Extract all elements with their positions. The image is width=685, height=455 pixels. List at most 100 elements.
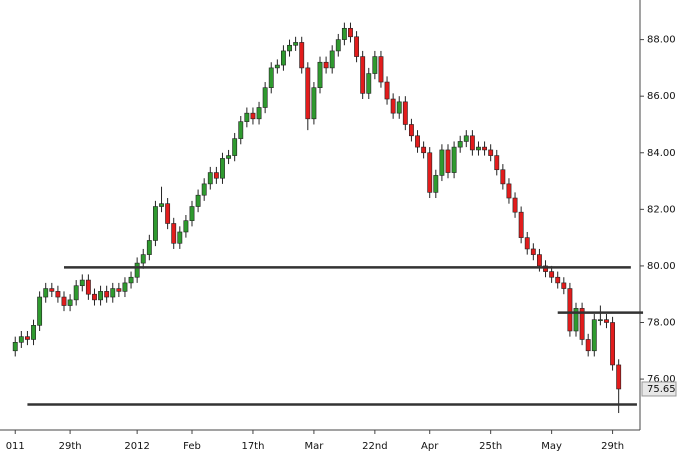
candle-body: [543, 265, 548, 272]
candle-body: [390, 98, 396, 114]
candle-body: [12, 342, 18, 352]
y-tick-label: 76.00: [647, 374, 676, 385]
candle-body: [445, 149, 451, 173]
candle-body: [220, 158, 225, 179]
candle-body: [579, 308, 585, 340]
candle-body: [396, 101, 402, 114]
y-tick-label: 78.00: [647, 318, 676, 329]
candle-body: [61, 296, 67, 306]
candle-body: [110, 288, 116, 298]
candle-body: [469, 135, 475, 151]
candle-body: [597, 319, 603, 321]
x-tick-label: 22nd: [362, 441, 387, 452]
candle-body: [610, 322, 616, 366]
candle-body: [128, 276, 134, 284]
y-tick-label: 82.00: [647, 204, 676, 215]
candle-body: [152, 206, 158, 241]
candle-body: [256, 107, 262, 120]
candle-body: [24, 336, 30, 340]
candle-body: [232, 138, 238, 156]
candle-body: [524, 237, 530, 250]
candle-body: [567, 288, 573, 332]
x-tick-label: May: [541, 441, 562, 452]
candle-body: [49, 288, 55, 292]
candle-body: [433, 175, 439, 193]
candle-body: [488, 149, 494, 156]
x-tick-label: 25th: [479, 441, 502, 452]
candle-body: [366, 73, 372, 94]
candle-body: [85, 279, 91, 295]
candle-body: [372, 56, 378, 74]
x-tick-label: Feb: [183, 441, 201, 452]
candle-body: [122, 282, 128, 292]
candle-body: [201, 183, 207, 196]
candle-body: [604, 319, 609, 323]
x-tick-label: 29th: [601, 441, 624, 452]
candle-body: [427, 152, 433, 193]
candle-body: [274, 64, 280, 69]
candle-body: [159, 203, 164, 207]
candle-body: [421, 146, 427, 154]
candle-body: [335, 39, 341, 52]
candle-body: [177, 231, 183, 244]
candle-body: [31, 325, 36, 340]
candle-body: [549, 271, 555, 278]
last-price-box: [641, 381, 677, 397]
x-tick-label: 011: [6, 441, 25, 452]
candle-body: [512, 197, 518, 213]
candle-body: [189, 206, 195, 221]
candle-body: [55, 291, 61, 298]
candle-body: [79, 279, 85, 287]
candle-body: [555, 276, 561, 284]
y-tick-label: 88.00: [647, 35, 676, 46]
x-tick-label: Mar: [304, 441, 324, 452]
candle-body: [506, 183, 512, 199]
candle-body: [439, 149, 445, 176]
candle-body: [98, 291, 104, 301]
candle-body: [165, 203, 171, 224]
candle-body: [341, 27, 347, 40]
candle-body: [494, 155, 500, 171]
candle-body: [573, 308, 579, 332]
candle-body: [305, 67, 311, 120]
candle-body: [287, 44, 292, 52]
candle-body: [280, 50, 286, 66]
x-tick-label: Apr: [421, 441, 439, 452]
candle-body: [134, 262, 140, 278]
candle-body: [238, 121, 244, 139]
candle-body: [463, 135, 469, 142]
candle-body: [268, 67, 274, 88]
candle-body: [378, 56, 384, 83]
candle-body: [536, 254, 542, 267]
candle-body: [43, 288, 49, 298]
candle-body: [518, 211, 524, 238]
candle-body: [213, 172, 219, 179]
y-tick-label: 86.00: [647, 91, 676, 102]
candle-body: [116, 288, 122, 292]
candle-body: [18, 336, 24, 343]
candle-body: [415, 135, 420, 148]
y-tick-label: 80.00: [647, 261, 676, 272]
candle-body: [92, 293, 97, 301]
candle-body: [360, 56, 366, 94]
candle-body: [500, 169, 506, 185]
candle-body: [329, 50, 335, 69]
candle-body: [250, 112, 256, 120]
candle-body: [293, 42, 299, 46]
last-price-label: 75.65: [647, 384, 676, 395]
candle-body: [146, 240, 152, 255]
candle-body: [37, 296, 43, 326]
candle-body: [67, 299, 73, 306]
candle-body: [317, 61, 323, 88]
candle-body: [585, 339, 591, 352]
x-tick-label: 29th: [59, 441, 82, 452]
candle-body: [195, 194, 201, 207]
candle-body: [171, 223, 177, 244]
candle-body: [616, 364, 622, 390]
candle-body: [244, 112, 250, 122]
candle-body: [348, 27, 353, 38]
candle-body: [323, 61, 329, 69]
candle-body: [311, 87, 317, 120]
x-tick-label: 17th: [241, 441, 264, 452]
